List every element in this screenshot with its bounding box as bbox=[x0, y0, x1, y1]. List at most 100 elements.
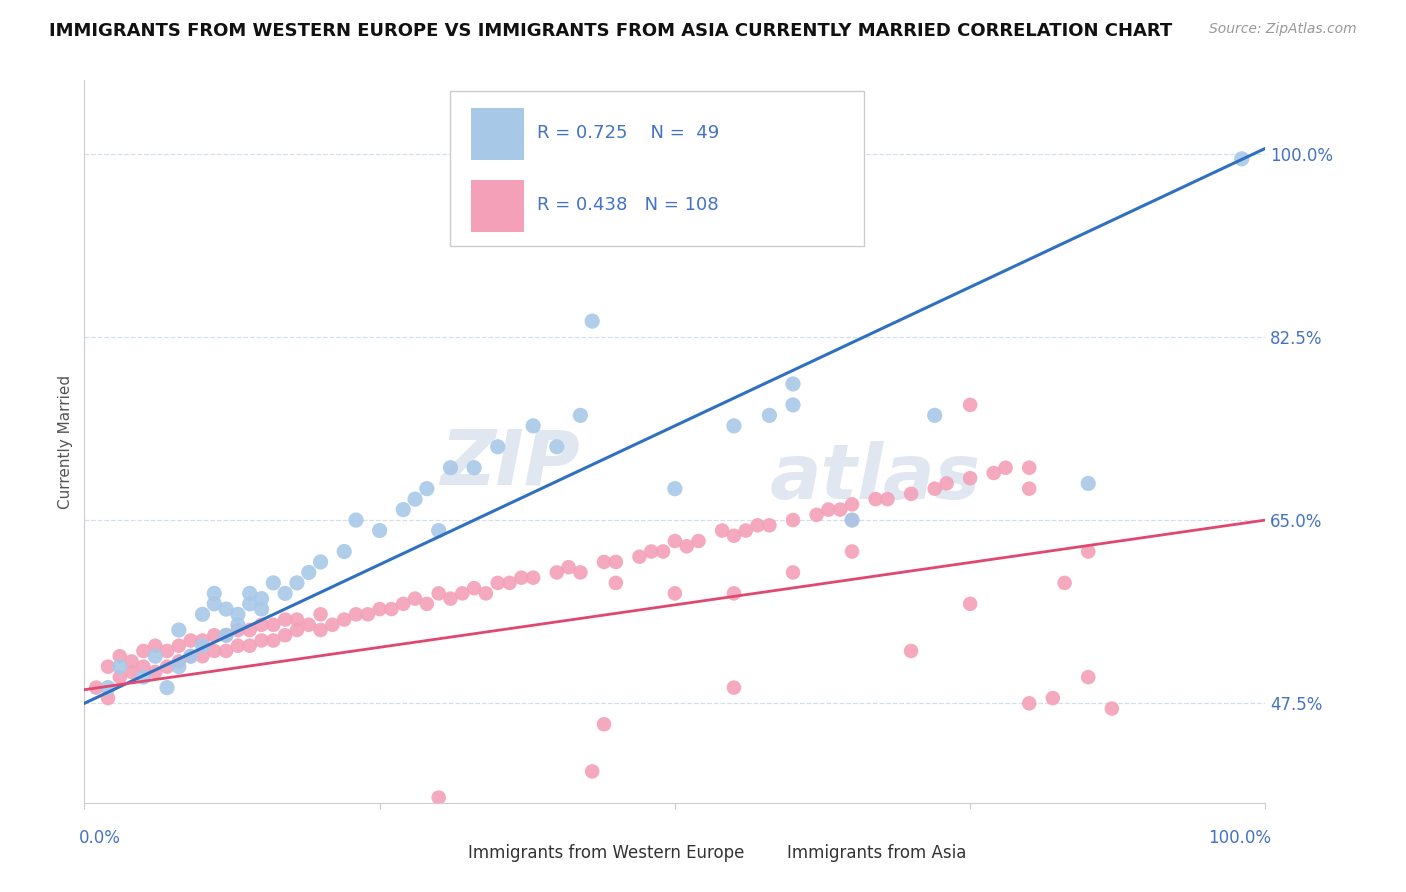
Point bbox=[581, 314, 603, 328]
Point bbox=[285, 575, 308, 590]
Point bbox=[1018, 482, 1040, 496]
Point bbox=[380, 602, 402, 616]
Point bbox=[427, 586, 450, 600]
Point bbox=[876, 492, 898, 507]
Point bbox=[180, 649, 202, 664]
Text: Immigrants from Western Europe: Immigrants from Western Europe bbox=[468, 845, 745, 863]
Point bbox=[1077, 544, 1099, 558]
Point bbox=[143, 649, 166, 664]
Point bbox=[439, 591, 461, 606]
Point bbox=[1053, 575, 1076, 590]
Point bbox=[167, 639, 190, 653]
Point bbox=[309, 607, 332, 622]
Point bbox=[1077, 670, 1099, 684]
Point bbox=[711, 524, 734, 538]
Point bbox=[1101, 701, 1123, 715]
Point bbox=[274, 628, 297, 642]
Point bbox=[215, 602, 238, 616]
Text: Immigrants from Asia: Immigrants from Asia bbox=[787, 845, 966, 863]
Point bbox=[191, 633, 214, 648]
Point bbox=[167, 655, 190, 669]
Point bbox=[723, 586, 745, 600]
Point bbox=[239, 623, 262, 637]
Point bbox=[865, 492, 887, 507]
Point bbox=[250, 633, 273, 648]
Point bbox=[121, 655, 143, 669]
Point bbox=[156, 659, 179, 673]
Point bbox=[97, 659, 120, 673]
Text: IMMIGRANTS FROM WESTERN EUROPE VS IMMIGRANTS FROM ASIA CURRENTLY MARRIED CORRELA: IMMIGRANTS FROM WESTERN EUROPE VS IMMIGR… bbox=[49, 22, 1173, 40]
Point bbox=[782, 566, 804, 580]
Point bbox=[156, 681, 179, 695]
Point bbox=[427, 790, 450, 805]
FancyBboxPatch shape bbox=[471, 108, 523, 160]
Point bbox=[664, 534, 686, 549]
Point bbox=[132, 670, 155, 684]
Point bbox=[344, 607, 367, 622]
Point bbox=[463, 460, 485, 475]
Point bbox=[404, 492, 426, 507]
Point bbox=[202, 628, 225, 642]
Point bbox=[806, 508, 828, 522]
Point bbox=[510, 571, 533, 585]
Point bbox=[841, 513, 863, 527]
FancyBboxPatch shape bbox=[450, 91, 863, 246]
Point bbox=[226, 607, 249, 622]
Point bbox=[1018, 696, 1040, 710]
Point bbox=[924, 409, 946, 423]
Text: Source: ZipAtlas.com: Source: ZipAtlas.com bbox=[1209, 22, 1357, 37]
Point bbox=[108, 649, 131, 664]
Point bbox=[274, 586, 297, 600]
Point bbox=[309, 555, 332, 569]
Point bbox=[84, 681, 107, 695]
Point bbox=[924, 482, 946, 496]
Point bbox=[959, 471, 981, 485]
Point bbox=[959, 597, 981, 611]
Point bbox=[262, 617, 284, 632]
Point bbox=[734, 524, 756, 538]
Point bbox=[392, 843, 415, 857]
Point bbox=[628, 549, 651, 564]
FancyBboxPatch shape bbox=[740, 838, 775, 868]
Point bbox=[416, 597, 439, 611]
Point bbox=[404, 591, 426, 606]
Point bbox=[97, 681, 120, 695]
Point bbox=[546, 440, 568, 454]
Point bbox=[274, 613, 297, 627]
Point bbox=[226, 617, 249, 632]
Y-axis label: Currently Married: Currently Married bbox=[58, 375, 73, 508]
Point bbox=[202, 586, 225, 600]
Point bbox=[652, 544, 675, 558]
Point bbox=[191, 649, 214, 664]
Point bbox=[817, 502, 839, 516]
Point bbox=[250, 617, 273, 632]
Text: atlas: atlas bbox=[769, 441, 980, 515]
Point bbox=[298, 566, 321, 580]
Point bbox=[357, 607, 380, 622]
Point bbox=[167, 623, 190, 637]
Point bbox=[239, 586, 262, 600]
Point bbox=[167, 659, 190, 673]
Point bbox=[321, 617, 343, 632]
Point bbox=[959, 398, 981, 412]
Point bbox=[451, 586, 474, 600]
Point bbox=[416, 482, 439, 496]
Point bbox=[1230, 152, 1253, 166]
Point bbox=[215, 628, 238, 642]
Point bbox=[747, 518, 769, 533]
Point bbox=[935, 476, 957, 491]
Point bbox=[1077, 476, 1099, 491]
Point bbox=[250, 591, 273, 606]
Point bbox=[215, 628, 238, 642]
FancyBboxPatch shape bbox=[420, 838, 457, 868]
Point bbox=[569, 566, 592, 580]
Point bbox=[983, 466, 1005, 480]
Point bbox=[132, 644, 155, 658]
Point bbox=[333, 544, 356, 558]
Point bbox=[498, 575, 520, 590]
Point bbox=[486, 575, 509, 590]
Point bbox=[486, 440, 509, 454]
Point bbox=[180, 633, 202, 648]
Point bbox=[121, 665, 143, 679]
Point bbox=[285, 613, 308, 627]
